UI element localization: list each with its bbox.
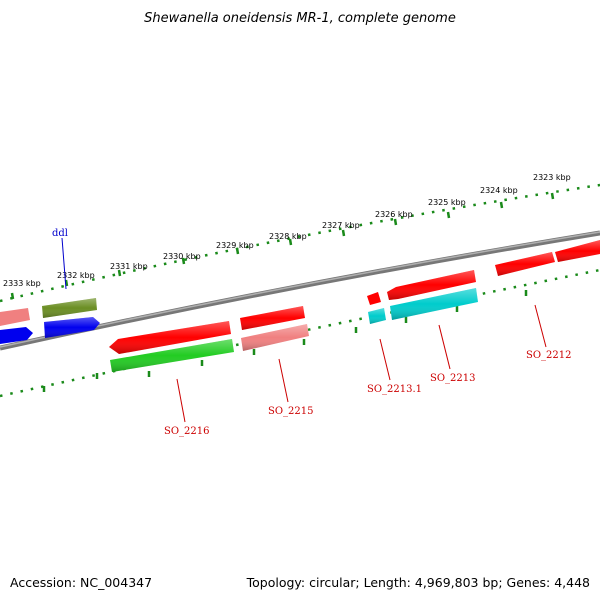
gene-red-2323-fwd-shade (555, 240, 600, 262)
outer-ruler-major-ticks (10, 192, 555, 300)
tick-label-2333: 2333 kbp (3, 279, 41, 288)
gene-red-2329-fwd-shade (240, 306, 305, 330)
tick-label-2324: 2324 kbp (480, 186, 518, 195)
gene-green-2330-shade (110, 339, 234, 372)
leader-SO_2213 (438, 324, 451, 370)
gene-label-SO_2215[interactable]: SO_2215 (268, 406, 314, 417)
near-backbone-genes (0, 288, 478, 354)
tick-label-2323: 2323 kbp (533, 173, 571, 182)
leader-SO_2213.1 (379, 338, 391, 381)
inner-ruler-major-ticks (42, 290, 528, 392)
accession-text: Accession: NC_004347 (10, 575, 152, 590)
gene-label-ddl[interactable]: ddl (52, 228, 68, 239)
gene-ddl-shade (42, 298, 97, 318)
gene-blue-2332-shade (44, 317, 100, 338)
tick-label-2331: 2331 kbp (110, 262, 148, 271)
tick-label-2332: 2332 kbp (57, 271, 95, 280)
leader-SO_2216 (176, 378, 186, 423)
forward-strand-genes (0, 240, 600, 330)
outer-ruler-track (0, 183, 600, 303)
gene-label-SO_2213.1[interactable]: SO_2213.1 (367, 384, 422, 395)
gene-red-small-fwd[interactable] (367, 292, 381, 305)
tick-label-2328: 2328 kbp (269, 232, 307, 241)
map-title: Shewanella oneidensis MR-1, complete gen… (144, 11, 456, 26)
tick-label-2327: 2327 kbp (322, 221, 360, 230)
topology-text: Topology: circular; Length: 4,969,803 bp… (246, 575, 590, 590)
ruler-tick-labels: 2333 kbp 2332 kbp 2331 kbp 2330 kbp 2329… (3, 173, 571, 288)
gene-red-2325-fwd-shade (387, 270, 476, 300)
leader-SO_2212 (534, 304, 547, 348)
gene-SO_2216-shade (109, 321, 231, 354)
gene-label-SO_2216[interactable]: SO_2216 (164, 426, 210, 437)
gene-SO_2215-shade (241, 324, 309, 351)
tick-label-2329: 2329 kbp (216, 241, 254, 250)
gene-blue-left[interactable] (0, 327, 33, 344)
leader-ddl (61, 237, 67, 290)
tick-label-2325: 2325 kbp (428, 198, 466, 207)
gene-label-SO_2212[interactable]: SO_2212 (526, 350, 572, 361)
gene-label-SO_2213[interactable]: SO_2213 (430, 373, 476, 384)
label-leader-lines (61, 237, 547, 423)
gene-red-2324-fwd-shade (495, 252, 555, 276)
gene-pink-left-fwd[interactable] (0, 308, 30, 326)
gene-SO_2213.1-shade (368, 308, 386, 324)
gene-SO_2213-shade (390, 288, 478, 320)
tick-label-2330: 2330 kbp (163, 252, 201, 261)
tick-label-2326: 2326 kbp (375, 210, 413, 219)
leader-SO_2215 (278, 358, 289, 403)
